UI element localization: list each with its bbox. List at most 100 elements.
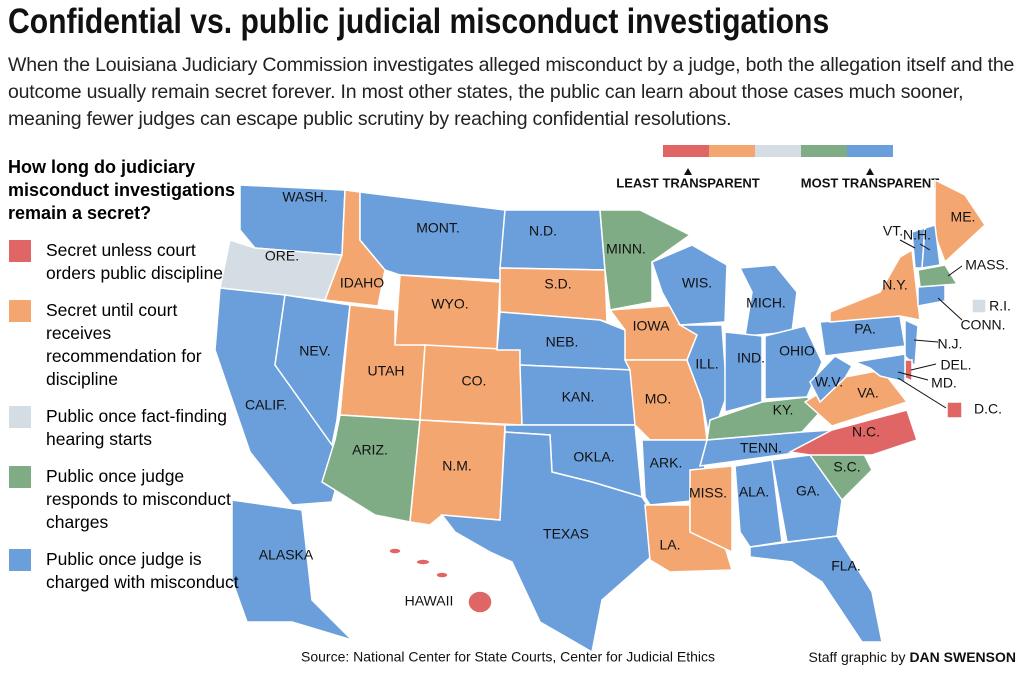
state-label: IDAHO (340, 275, 384, 291)
state-label: ME. (951, 209, 976, 225)
state-label: ILL. (695, 356, 718, 372)
legend-swatch (8, 465, 32, 489)
state-label: N.J. (938, 336, 963, 352)
state (771, 454, 843, 543)
scale-segment (801, 145, 847, 157)
state (359, 191, 506, 281)
legend-heading: How long do judiciary misconduct investi… (8, 157, 236, 223)
state-label: N.H. (903, 227, 931, 243)
state-label: MASS. (965, 257, 1009, 273)
legend-label: Public once judge responds to misconduct… (46, 466, 231, 532)
state (749, 535, 883, 643)
state-label: DEL. (940, 357, 971, 373)
state-label: IOWA (633, 318, 670, 334)
state-label: VT. (883, 223, 903, 239)
state-label: WYO. (431, 296, 468, 312)
state-label: WIS. (682, 275, 712, 291)
legend-item: Public once judge is charged with miscon… (8, 548, 240, 594)
leader-line (899, 239, 916, 249)
state-label: N.M. (442, 458, 472, 474)
legend-swatch (8, 405, 32, 429)
state-label: FLA. (831, 558, 861, 574)
state (724, 331, 763, 413)
scale-most: MOST TRANSPARENT (801, 175, 939, 190)
arrow (684, 168, 692, 175)
state-label: MICH. (746, 295, 786, 311)
state-label: ALASKA (259, 547, 314, 563)
state (651, 244, 728, 326)
state-label: ARIZ. (352, 442, 388, 458)
state (971, 298, 987, 314)
state-label: MISS. (689, 485, 727, 501)
legend-swatch (8, 548, 32, 572)
state-label: S.D. (544, 276, 571, 292)
leader-line (947, 265, 963, 277)
state (394, 274, 501, 351)
source: Source: National Center for State Courts… (301, 649, 715, 665)
legend-swatch (8, 239, 32, 263)
state-label: R.I. (989, 298, 1011, 314)
scale-segment (755, 145, 801, 157)
leader-line (897, 371, 929, 381)
state-label: N.Y. (882, 277, 907, 293)
leader-line (913, 339, 939, 343)
state-label: WASH. (282, 189, 327, 205)
state-label: TENN. (740, 440, 782, 456)
credit-name: DAN SWENSON (909, 649, 1016, 665)
subtitle: When the Louisiana Judiciary Commission … (8, 54, 1015, 130)
legend-item: Public once fact-finding hearing starts (8, 405, 240, 451)
state-label: PA. (854, 321, 876, 337)
leader-line (937, 297, 963, 321)
state (599, 209, 692, 311)
state (852, 353, 906, 383)
state (904, 318, 919, 368)
state (467, 590, 493, 614)
arrow (866, 168, 874, 175)
state-label: MO. (645, 391, 671, 407)
state-label: ALA. (739, 484, 769, 500)
leader-line (910, 363, 937, 371)
state-label: VA. (857, 385, 879, 401)
state-label: IND. (737, 350, 765, 366)
state-label: KAN. (562, 389, 595, 405)
state-label: UTAH (367, 363, 404, 379)
state-label: S.C. (833, 459, 860, 475)
state-label: OKLA. (573, 449, 614, 465)
state-label: MONT. (416, 220, 460, 236)
leader-line (919, 243, 931, 251)
state-label: W.V. (815, 374, 843, 390)
state-label: ORE. (265, 248, 299, 264)
legend-swatch (8, 299, 32, 323)
state-label: N.D. (529, 223, 557, 239)
state (946, 401, 963, 419)
legend-label: Secret unless court orders public discip… (46, 240, 224, 283)
state (388, 547, 402, 555)
state-label: NEV. (299, 343, 330, 359)
scale-segment (663, 145, 709, 157)
legend-item: Secret until court receives recommendati… (8, 299, 240, 391)
state (917, 264, 959, 288)
credit-prefix: Staff graphic by (809, 649, 906, 665)
state-label: OHIO (779, 343, 815, 359)
leader-line (897, 377, 947, 409)
state-label: GA. (796, 483, 820, 499)
state-label: MINN. (606, 241, 646, 257)
state (921, 224, 941, 269)
scale-segment (847, 145, 893, 157)
state-label: ARK. (650, 455, 683, 471)
state (231, 499, 353, 641)
state (787, 409, 918, 456)
scale-segment (709, 145, 755, 157)
legend: How long do judiciary misconduct investi… (8, 156, 240, 608)
state-label: HAWAII (405, 593, 454, 609)
state-label: KY. (773, 402, 794, 418)
state-label: CALIF. (245, 397, 287, 413)
state (321, 414, 421, 523)
state (415, 558, 431, 566)
state-label: TEXAS (543, 526, 589, 542)
state (435, 571, 449, 579)
state-label: D.C. (974, 401, 1002, 417)
state (499, 209, 606, 271)
state (917, 284, 946, 307)
scale-least: LEAST TRANSPARENT (616, 175, 760, 190)
